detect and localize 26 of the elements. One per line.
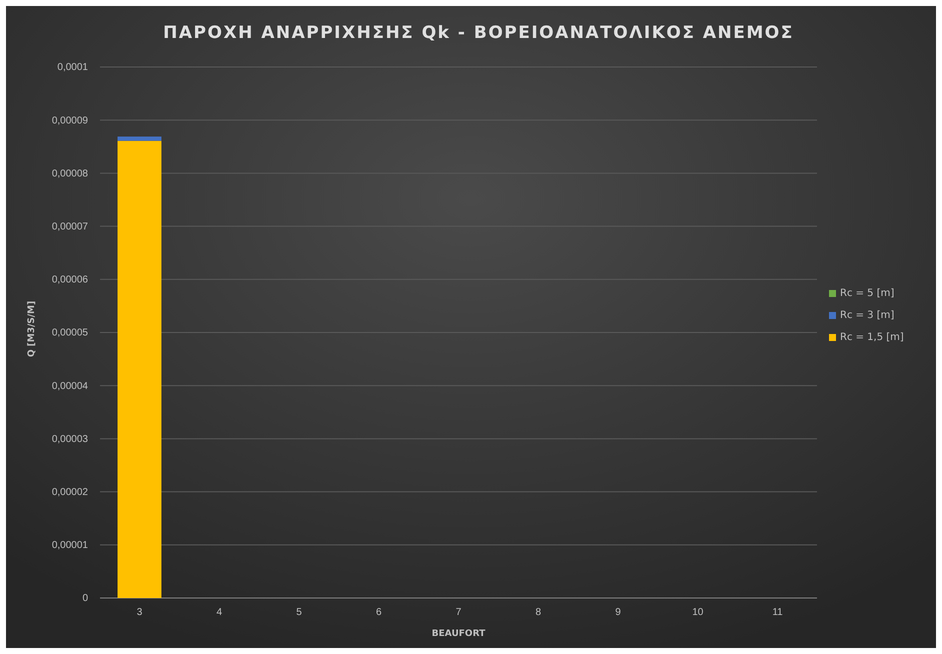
x-tick-label: 11 — [772, 607, 784, 618]
x-tick-label: 10 — [692, 607, 704, 618]
x-tick-label: 9 — [615, 607, 622, 618]
legend-label: Rc = 3 [m] — [840, 310, 894, 321]
y-tick-label: 0,00009 — [52, 115, 88, 126]
y-tick-label: 0,00001 — [52, 540, 88, 552]
y-tick-label: 0,00006 — [52, 274, 88, 286]
legend-label: Rc = 5 [m] — [840, 288, 894, 299]
x-tick-label: 4 — [216, 607, 222, 618]
y-tick-label: 0,00002 — [52, 487, 88, 498]
chart-title: ΠΑΡΟΧΗ ΑΝΑΡΡΙΧΗΣΗΣ Qk - ΒΟΡΕΙΟΑΝΑΤΟΛΙΚΟΣ ΑΝΕΜΟΣ — [163, 23, 794, 43]
x-axis-title: BEAUFORT — [432, 629, 486, 639]
x-tick-label: 6 — [376, 607, 382, 618]
x-tick-label: 8 — [535, 607, 542, 618]
x-tick-label: 3 — [136, 607, 143, 618]
y-tick-label: 0,00003 — [52, 434, 88, 445]
y-tick-label: 0 — [82, 593, 88, 604]
y-tick-label: 0,00007 — [52, 222, 88, 232]
y-tick-label: 0,0001 — [57, 62, 88, 74]
y-tick-label: 0,00004 — [52, 380, 88, 392]
legend-label: Rc = 1,5 [m] — [840, 332, 904, 343]
y-axis-title: Q [M3/S/M] — [27, 300, 37, 358]
x-tick-label: 7 — [456, 607, 462, 618]
y-tick-label: 0,00005 — [52, 328, 88, 339]
x-tick-label: 5 — [296, 607, 302, 618]
y-tick-label: 0,00008 — [52, 168, 88, 180]
